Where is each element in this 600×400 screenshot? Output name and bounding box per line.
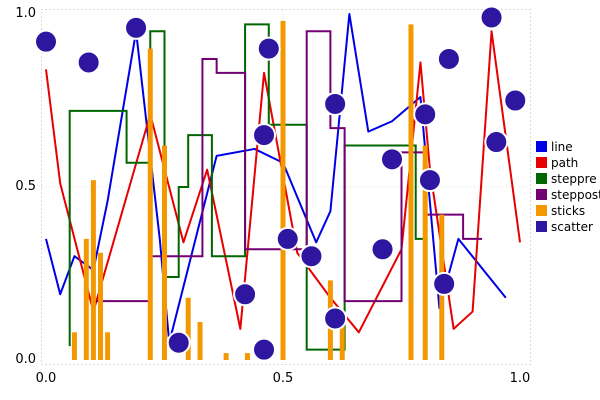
legend-item-steppost: steppost (536, 187, 600, 202)
legend-item-path: path (536, 155, 600, 170)
legend-item-steppre: steppre (536, 171, 600, 186)
legend-swatch-steppost (536, 189, 547, 200)
plot-border (41, 9, 531, 365)
series-path (45, 30, 521, 334)
legend-label-scatter: scatter (551, 219, 593, 234)
legend-swatch-path (536, 157, 547, 168)
legend-item-scatter: scatter (536, 219, 600, 234)
legend-label-path: path (551, 155, 579, 170)
legend-swatch-steppre (536, 173, 547, 184)
legend-label-line: line (551, 139, 573, 154)
y-tick-0.0: 0.0 (15, 352, 36, 367)
legend-swatch-scatter (536, 221, 547, 232)
x-tick-0.5: 0.5 (272, 371, 294, 386)
x-tick-1.0: 1.0 (509, 371, 531, 386)
legend: line path steppre steppost sticks scatte… (536, 139, 600, 234)
y-tick-0.5: 0.5 (15, 179, 36, 194)
legend-swatch-sticks (536, 205, 547, 216)
y-tick-1.0: 1.0 (15, 6, 36, 21)
legend-label-steppost: steppost (551, 187, 600, 202)
legend-swatch-line (536, 141, 547, 152)
legend-item-line: line (536, 139, 600, 154)
series-scatter (34, 5, 528, 362)
legend-item-sticks: sticks (536, 203, 600, 218)
x-tick-0.0: 0.0 (35, 371, 57, 386)
legend-label-sticks: sticks (551, 203, 586, 218)
legend-label-steppre: steppre (551, 171, 597, 186)
